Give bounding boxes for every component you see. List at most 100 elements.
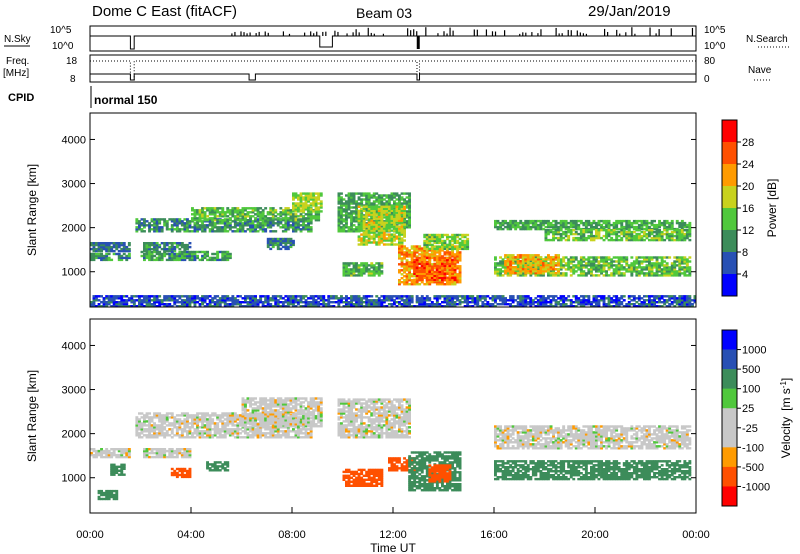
- data-cell: [150, 224, 154, 227]
- data-cell: [115, 301, 119, 304]
- data-cell: [203, 250, 207, 254]
- data-cell: [574, 230, 578, 234]
- data-cell: [595, 268, 598, 271]
- data-cell: [461, 243, 465, 247]
- data-cell: [443, 305, 447, 308]
- data-cell: [155, 243, 159, 247]
- data-cell: [107, 247, 111, 251]
- data-cell: [423, 297, 427, 300]
- data-cell: [175, 218, 179, 221]
- data-cell: [400, 297, 404, 300]
- data-cell: [552, 223, 555, 227]
- data-cell: [193, 301, 197, 304]
- data-cell: [451, 305, 454, 308]
- data-cell: [438, 239, 442, 243]
- data-cell: [158, 299, 162, 302]
- data-cell: [521, 256, 525, 259]
- data-cell: [559, 238, 563, 242]
- data-cell: [292, 192, 295, 195]
- data-cell: [213, 226, 217, 229]
- data-cell: [342, 301, 346, 304]
- data-cell: [572, 258, 576, 261]
- data-cell: [524, 305, 528, 308]
- data-cell: [148, 258, 151, 262]
- data-cell: [357, 224, 361, 227]
- data-cell: [120, 247, 124, 251]
- data-cell: [375, 196, 379, 199]
- data-cell: [191, 226, 194, 229]
- data-cell: [385, 204, 389, 207]
- data-cell: [665, 262, 669, 265]
- data-cell: [685, 229, 689, 232]
- data-cell: [405, 224, 409, 227]
- data-cell: [367, 202, 371, 205]
- data-cell: [430, 237, 434, 241]
- data-cell: [100, 247, 103, 251]
- data-cell: [271, 237, 275, 241]
- data-cell: [433, 241, 437, 245]
- data-cell: [231, 230, 235, 233]
- data-cell: [279, 305, 283, 308]
- data-cell: [375, 233, 379, 236]
- data-cell: [160, 228, 164, 231]
- data-cell: [302, 297, 305, 300]
- data-cell: [297, 196, 300, 199]
- data-cell: [393, 217, 396, 220]
- data-cell: [261, 230, 265, 233]
- data-cell: [547, 256, 550, 259]
- data-cell: [610, 236, 614, 240]
- data-cell: [443, 245, 447, 249]
- data-cell: [408, 224, 411, 227]
- data-cell: [352, 270, 356, 273]
- data-cell: [418, 305, 422, 308]
- data-cell: [531, 270, 535, 273]
- data-cell: [592, 274, 596, 277]
- data-cell: [405, 249, 409, 252]
- data-cell: [675, 221, 679, 225]
- data-cell: [281, 230, 285, 233]
- data-cell: [582, 305, 586, 308]
- data-cell: [297, 301, 300, 304]
- data-cell: [458, 277, 462, 280]
- data-cell: [218, 211, 222, 214]
- data-cell: [569, 223, 573, 227]
- data-cell: [178, 295, 182, 298]
- data-cell: [395, 198, 399, 201]
- data-cell: [90, 256, 93, 260]
- data-cell: [405, 279, 409, 282]
- data-cell: [663, 274, 667, 277]
- data-cell: [138, 301, 141, 304]
- data-cell: [658, 266, 661, 269]
- data-cell: [494, 262, 497, 265]
- data-cell: [276, 239, 280, 243]
- data-cell: [456, 297, 459, 300]
- data-cell: [400, 241, 404, 244]
- data-cell: [380, 217, 384, 220]
- data-cell: [226, 209, 230, 212]
- data-cell: [110, 249, 114, 253]
- data-cell: [400, 257, 404, 260]
- data-cell: [549, 299, 553, 302]
- data-cell: [494, 256, 497, 259]
- data-cell: [102, 254, 106, 258]
- data-cell: [372, 264, 376, 267]
- data-cell: [276, 219, 280, 222]
- data-cell: [627, 236, 631, 240]
- data-cell: [125, 256, 129, 260]
- data-cell: [539, 297, 543, 300]
- data-cell: [463, 297, 467, 300]
- data-cell: [178, 228, 182, 231]
- data-cell: [360, 270, 364, 273]
- data-cell: [281, 224, 285, 227]
- data-cell: [92, 242, 96, 245]
- data-cell: [516, 305, 520, 308]
- data-cell: [218, 305, 222, 308]
- data-cell: [148, 228, 151, 231]
- data-cell: [168, 295, 172, 298]
- data-cell: [420, 299, 424, 302]
- data-cell: [408, 206, 411, 209]
- data-cell: [360, 241, 364, 244]
- data-cell: [564, 232, 568, 236]
- data-cell: [160, 230, 164, 233]
- data-cell: [435, 241, 439, 245]
